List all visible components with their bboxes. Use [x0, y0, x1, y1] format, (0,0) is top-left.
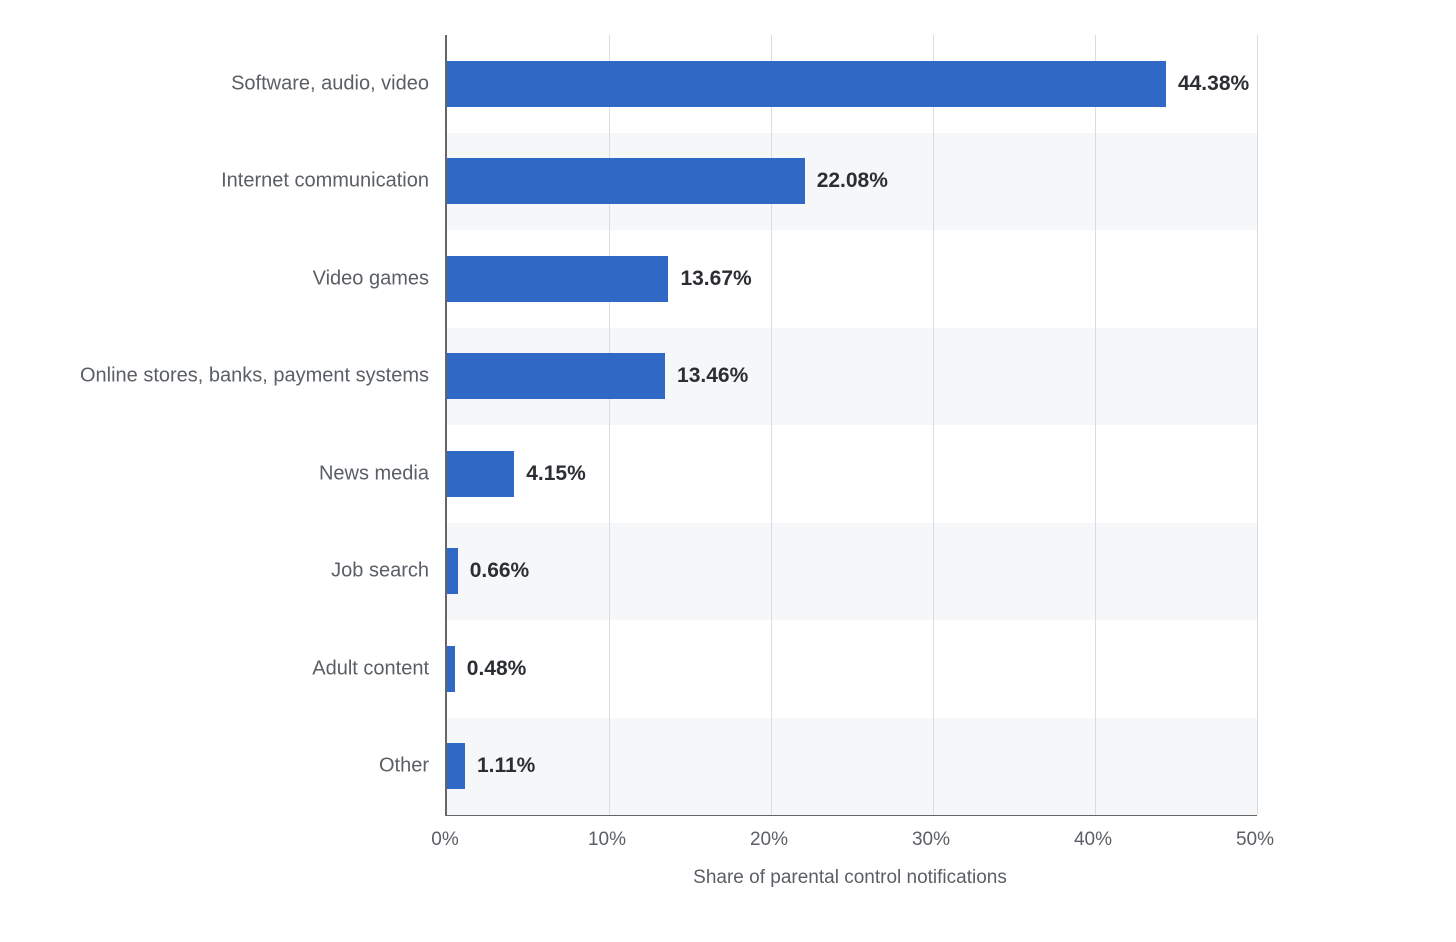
gridline	[1095, 35, 1096, 815]
row-stripe	[447, 523, 1257, 621]
category-label: Job search	[331, 560, 429, 583]
bar-value-label: 13.67%	[680, 267, 751, 291]
bar	[447, 353, 665, 399]
bar	[447, 743, 465, 789]
x-axis-title: Share of parental control notifications	[693, 867, 1007, 889]
category-label: Adult content	[312, 657, 429, 680]
x-tick-label: 50%	[1236, 829, 1274, 851]
category-label: News media	[319, 462, 429, 485]
x-tick-label: 10%	[588, 829, 626, 851]
plot-area: 44.38% 22.08% 13.67% 13.46% 4.15% 0.66% 0.48% 1…	[445, 35, 1257, 816]
category-label: Software, audio, video	[231, 72, 429, 95]
gridline	[771, 35, 772, 815]
bar-value-label: 44.38%	[1178, 72, 1249, 96]
bar-value-label: 4.15%	[526, 462, 586, 486]
bar-value-label: 22.08%	[817, 169, 888, 193]
bar-value-label: 1.11%	[477, 754, 535, 778]
gridline	[1257, 35, 1258, 815]
bar-value-label: 0.66%	[470, 559, 530, 583]
bar-value-label: 13.46%	[677, 364, 748, 388]
category-label: Video games	[313, 267, 429, 290]
gridline	[933, 35, 934, 815]
horizontal-bar-chart: 44.38% 22.08% 13.67% 13.46% 4.15% 0.66% 0.48% 1…	[0, 0, 1456, 942]
row-stripe	[447, 718, 1257, 816]
gridline	[609, 35, 610, 815]
bar	[447, 548, 458, 594]
x-tick-label: 0%	[431, 829, 458, 851]
bar	[447, 158, 805, 204]
bar	[447, 256, 668, 302]
bar	[447, 61, 1166, 107]
x-tick-label: 20%	[750, 829, 788, 851]
x-tick-label: 40%	[1074, 829, 1112, 851]
x-tick-label: 30%	[912, 829, 950, 851]
category-label: Other	[379, 755, 429, 778]
bar	[447, 451, 514, 497]
category-label: Online stores, banks, payment systems	[80, 365, 429, 388]
row-stripe	[447, 620, 1257, 718]
bar	[447, 646, 455, 692]
category-label: Internet communication	[221, 170, 429, 193]
bar-value-label: 0.48%	[467, 657, 527, 681]
